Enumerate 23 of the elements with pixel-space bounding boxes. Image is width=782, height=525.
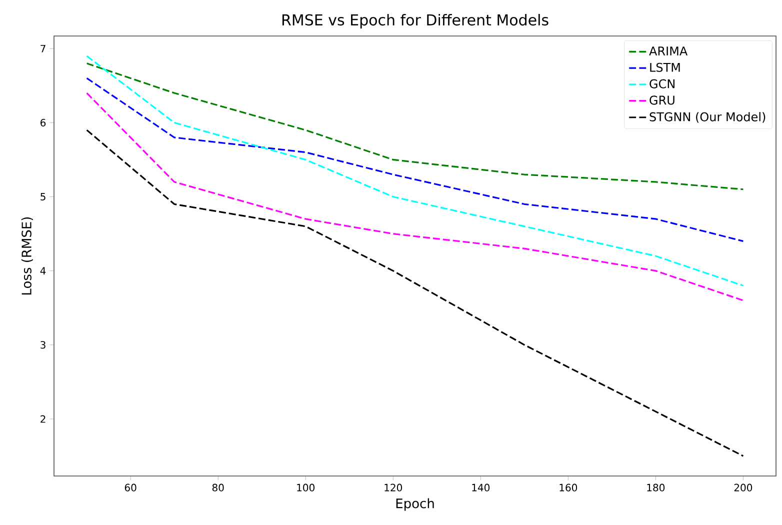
y-tick-label: 2 <box>40 415 46 423</box>
y-tick-label: 3 <box>40 341 46 349</box>
x-axis-title: Epoch <box>396 498 434 511</box>
x-tick-label: 160 <box>560 484 578 492</box>
y-tick-label: 5 <box>40 193 46 200</box>
legend-label: LSTM <box>650 62 680 72</box>
x-tick-label: 180 <box>647 484 665 492</box>
y-tick-label: 6 <box>40 118 46 126</box>
y-tick-label: 4 <box>40 267 46 274</box>
legend-label: GRU <box>650 96 674 105</box>
x-tick-label: 200 <box>734 484 752 492</box>
x-tick-label: 120 <box>384 484 402 492</box>
chart-title: RMSE vs Epoch for Different Models <box>282 14 548 28</box>
x-tick-label: 100 <box>297 484 314 492</box>
legend-label: ARIMA <box>649 46 688 56</box>
legend-label: STGNN (Our Model) <box>650 112 766 123</box>
x-tick-label: 140 <box>472 484 490 492</box>
legend-label: GCN <box>650 79 674 88</box>
line-series <box>86 129 744 457</box>
y-axis-title: Loss (RMSE) <box>21 217 33 294</box>
x-tick-label: 60 <box>124 484 136 492</box>
y-tick-label: 7 <box>40 44 46 52</box>
x-tick-label: 80 <box>212 484 224 492</box>
